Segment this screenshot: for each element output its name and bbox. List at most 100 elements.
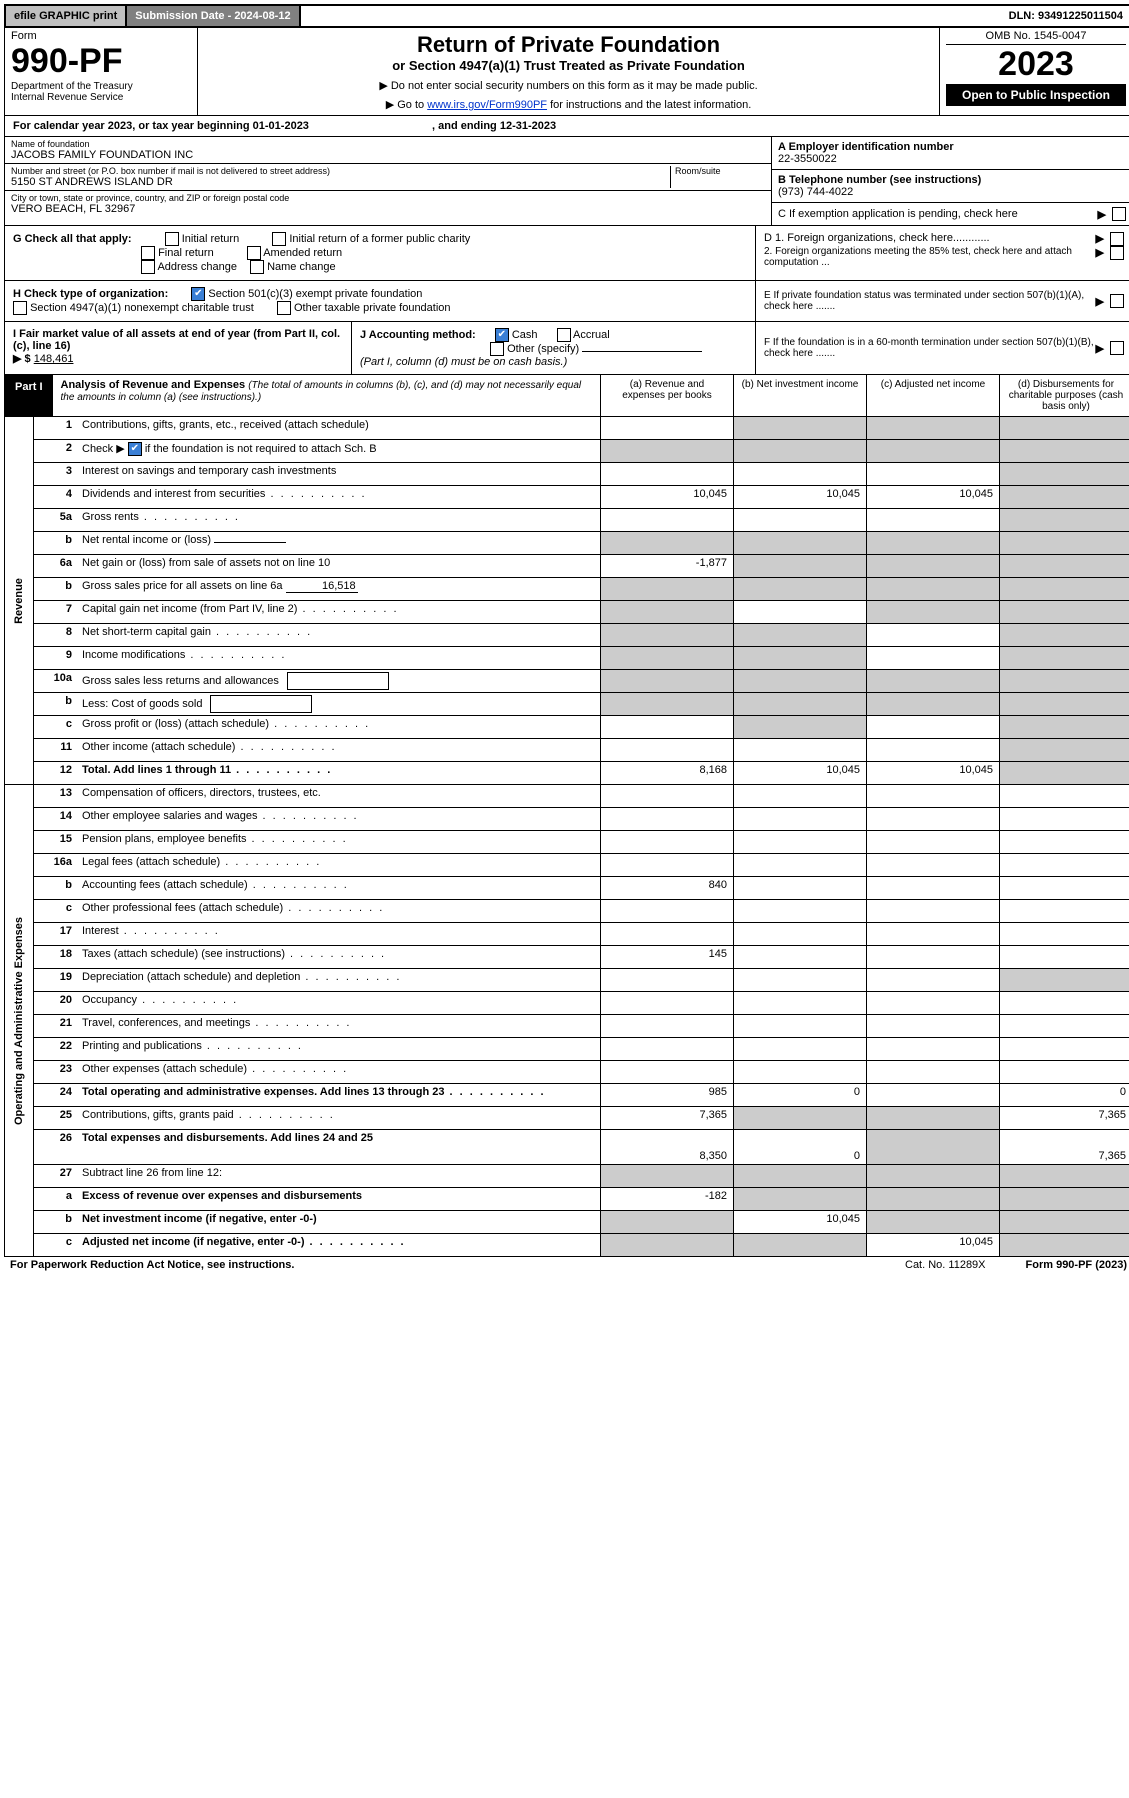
- tax-year: 2023: [946, 45, 1126, 84]
- line-10c: Gross profit or (loss) (attach schedule): [78, 716, 600, 738]
- line-27c: Adjusted net income (if negative, enter …: [78, 1234, 600, 1256]
- f-label: F If the foundation is in a 60-month ter…: [764, 337, 1096, 359]
- col-d-head: (d) Disbursements for charitable purpose…: [1000, 375, 1129, 416]
- part1-header: Part I Analysis of Revenue and Expenses …: [4, 375, 1129, 417]
- pending-label: C If exemption application is pending, c…: [778, 208, 1098, 220]
- revenue-side-label: Revenue: [5, 417, 34, 784]
- part-label: Part I: [5, 375, 53, 416]
- part-title: Analysis of Revenue and Expenses: [61, 379, 246, 391]
- line-25: Contributions, gifts, grants paid: [78, 1107, 600, 1129]
- line-6b-val: 16,518: [286, 580, 358, 593]
- f-check[interactable]: [1110, 341, 1124, 355]
- addr-change-check[interactable]: [141, 260, 155, 274]
- name-change-check[interactable]: [250, 260, 264, 274]
- check-all-apply: G Check all that apply: Initial return I…: [4, 226, 1129, 281]
- line-21: Travel, conferences, and meetings: [78, 1015, 600, 1037]
- telephone: (973) 744-4022: [778, 186, 1126, 198]
- revenue-section: Revenue 1Contributions, gifts, grants, e…: [4, 417, 1129, 785]
- line-10a: Gross sales less returns and allowances: [78, 670, 600, 692]
- line-8: Net short-term capital gain: [78, 624, 600, 646]
- line-15: Pension plans, employee benefits: [78, 831, 600, 853]
- line-17: Interest: [78, 923, 600, 945]
- line-27b: Net investment income (if negative, ente…: [78, 1211, 600, 1233]
- other-method-check[interactable]: [490, 342, 504, 356]
- line-22: Printing and publications: [78, 1038, 600, 1060]
- 4947-check[interactable]: [13, 301, 27, 315]
- note2: ▶ Go to www.irs.gov/Form990PF for instru…: [202, 98, 935, 111]
- page-footer: For Paperwork Reduction Act Notice, see …: [4, 1257, 1129, 1273]
- line-4: Dividends and interest from securities: [78, 486, 600, 508]
- room-label: Room/suite: [675, 166, 765, 176]
- d1-label: D 1. Foreign organizations, check here..…: [764, 232, 1096, 246]
- expenses-section: Operating and Administrative Expenses 13…: [4, 785, 1129, 1257]
- cash-check[interactable]: [495, 328, 509, 342]
- submission-date: Submission Date - 2024-08-12: [127, 6, 300, 26]
- form-header: Form 990-PF Department of the Treasury I…: [4, 28, 1129, 116]
- col-b-head: (b) Net investment income: [734, 375, 867, 416]
- j-label: J Accounting method:: [360, 329, 476, 341]
- cat-no: Cat. No. 11289X: [905, 1259, 986, 1271]
- irs: Internal Revenue Service: [11, 92, 191, 103]
- line-10a-box[interactable]: [287, 672, 389, 690]
- line-18: Taxes (attach schedule) (see instruction…: [78, 946, 600, 968]
- final-check[interactable]: [141, 246, 155, 260]
- line-7: Capital gain net income (from Part IV, l…: [78, 601, 600, 623]
- street-address: 5150 ST ANDREWS ISLAND DR: [11, 176, 670, 188]
- line-16c: Other professional fees (attach schedule…: [78, 900, 600, 922]
- line-10b-box[interactable]: [210, 695, 312, 713]
- amended-check[interactable]: [247, 246, 261, 260]
- other-taxable-check[interactable]: [277, 301, 291, 315]
- irs-link[interactable]: www.irs.gov/Form990PF: [427, 99, 547, 111]
- line-23: Other expenses (attach schedule): [78, 1061, 600, 1083]
- ein: 22-3550022: [778, 153, 1126, 165]
- line-16a: Legal fees (attach schedule): [78, 854, 600, 876]
- g-label: G Check all that apply:: [13, 233, 132, 245]
- accrual-check[interactable]: [557, 328, 571, 342]
- col-c-head: (c) Adjusted net income: [867, 375, 1000, 416]
- line-5b: Net rental income or (loss): [78, 532, 600, 554]
- line-20: Occupancy: [78, 992, 600, 1014]
- line-24: Total operating and administrative expen…: [78, 1084, 600, 1106]
- city-state-zip: VERO BEACH, FL 32967: [11, 203, 765, 215]
- form-label: Form: [11, 30, 191, 42]
- e-label: E If private foundation status was termi…: [764, 290, 1096, 312]
- line-5a: Gross rents: [78, 509, 600, 531]
- foundation-name: JACOBS FAMILY FOUNDATION INC: [11, 149, 765, 161]
- d1-check[interactable]: [1110, 232, 1124, 246]
- top-bar: efile GRAPHIC print Submission Date - 20…: [4, 4, 1129, 28]
- dln: DLN: 93491225011504: [1001, 6, 1129, 26]
- line-6b: Gross sales price for all assets on line…: [78, 578, 600, 600]
- initial-check[interactable]: [165, 232, 179, 246]
- line-10b: Less: Cost of goods sold: [78, 693, 600, 715]
- line-14: Other employee salaries and wages: [78, 808, 600, 830]
- form-ref: Form 990-PF (2023): [1026, 1259, 1127, 1271]
- 501c3-check[interactable]: [191, 287, 205, 301]
- accounting-block: I Fair market value of all assets at end…: [4, 322, 1129, 375]
- e-check[interactable]: [1110, 294, 1124, 308]
- expenses-side-label: Operating and Administrative Expenses: [5, 785, 34, 1256]
- open-public: Open to Public Inspection: [946, 84, 1126, 106]
- paperwork-notice: For Paperwork Reduction Act Notice, see …: [10, 1259, 294, 1271]
- efile-label: efile GRAPHIC print: [6, 6, 127, 26]
- d2-check[interactable]: [1110, 246, 1124, 260]
- line-1: Contributions, gifts, grants, etc., rece…: [78, 417, 600, 439]
- line-5b-box[interactable]: [214, 542, 286, 543]
- i-label: I Fair market value of all assets at end…: [13, 328, 340, 352]
- line-26: Total expenses and disbursements. Add li…: [78, 1130, 600, 1164]
- initial-former-check[interactable]: [272, 232, 286, 246]
- line-2: Check ▶ if the foundation is not require…: [78, 440, 600, 462]
- line-11: Other income (attach schedule): [78, 739, 600, 761]
- tel-label: B Telephone number (see instructions): [778, 174, 1126, 186]
- line-12: Total. Add lines 1 through 11: [78, 762, 600, 784]
- omb: OMB No. 1545-0047: [946, 30, 1126, 45]
- line-19: Depreciation (attach schedule) and deple…: [78, 969, 600, 991]
- schb-check[interactable]: [128, 442, 142, 456]
- form-subtitle: or Section 4947(a)(1) Trust Treated as P…: [202, 58, 935, 73]
- pending-check[interactable]: [1112, 207, 1126, 221]
- form-title: Return of Private Foundation: [202, 32, 935, 58]
- line-27a: Excess of revenue over expenses and disb…: [78, 1188, 600, 1210]
- cash-note: (Part I, column (d) must be on cash basi…: [360, 356, 567, 368]
- line-6a: Net gain or (loss) from sale of assets n…: [78, 555, 600, 577]
- addr-label: Number and street (or P.O. box number if…: [11, 166, 670, 176]
- name-label: Name of foundation: [11, 139, 765, 149]
